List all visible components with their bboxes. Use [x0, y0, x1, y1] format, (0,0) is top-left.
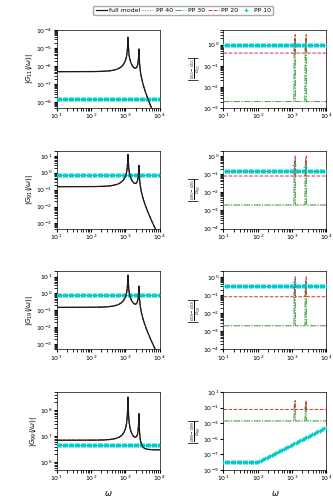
Y-axis label: $|G_{91}(j\omega)|$: $|G_{91}(j\omega)|$	[24, 174, 35, 205]
Y-axis label: $|G_{19}(j\omega)|$: $|G_{19}(j\omega)|$	[24, 295, 35, 326]
X-axis label: $\omega$: $\omega$	[104, 489, 113, 498]
X-axis label: $\omega$: $\omega$	[270, 489, 279, 498]
Y-axis label: $|G_{11}(j\omega)|$: $|G_{11}(j\omega)|$	[24, 54, 35, 84]
Y-axis label: $\left|\frac{G_{91}-\hat{G}_{91}}{G_{91}}\right|$: $\left|\frac{G_{91}-\hat{G}_{91}}{G_{91}…	[187, 176, 202, 203]
Y-axis label: $\left|\frac{G_{99}-\hat{G}_{99}}{G_{99}}\right|$: $\left|\frac{G_{99}-\hat{G}_{99}}{G_{99}…	[187, 418, 202, 444]
Legend: full model, PP 40, PP 30, PP 20, PP 10: full model, PP 40, PP 30, PP 20, PP 10	[93, 6, 273, 16]
Y-axis label: $|G_{99}(j\omega)|$: $|G_{99}(j\omega)|$	[28, 416, 39, 446]
Y-axis label: $\left|\frac{G_{11}-\hat{G}_{11}}{G_{11}}\right|$: $\left|\frac{G_{11}-\hat{G}_{11}}{G_{11}…	[187, 56, 202, 82]
Y-axis label: $\left|\frac{G_{19}-\hat{G}_{19}}{G_{19}}\right|$: $\left|\frac{G_{19}-\hat{G}_{19}}{G_{19}…	[187, 297, 202, 324]
